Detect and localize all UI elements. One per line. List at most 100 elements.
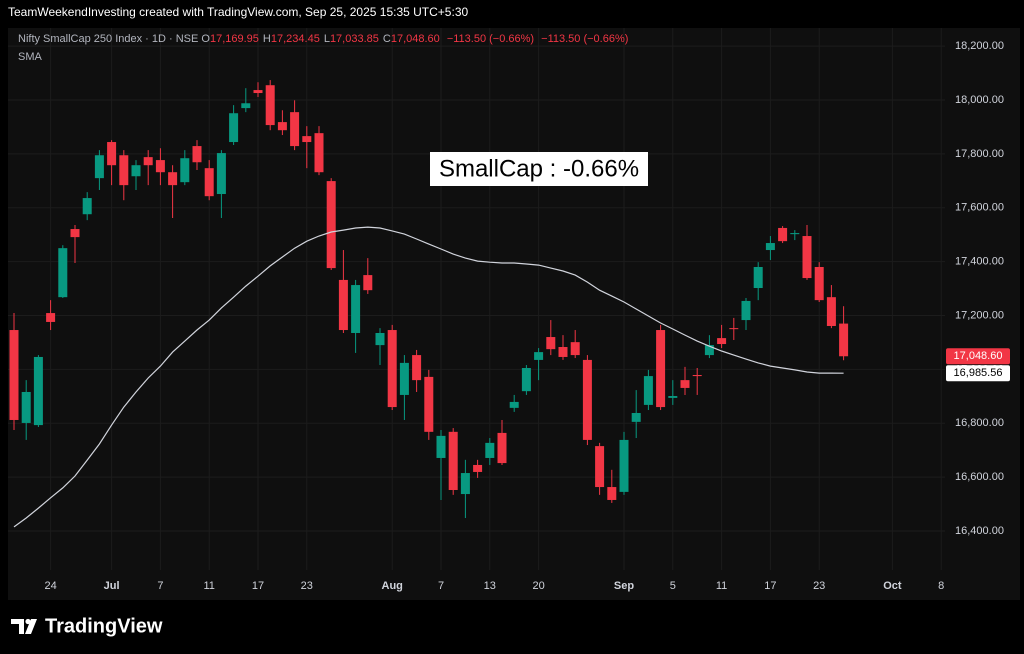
candle-body (680, 380, 690, 388)
y-tick-label: 18,000.00 (955, 94, 1004, 106)
candle-body (656, 330, 666, 408)
candle-body (814, 267, 824, 301)
last-price-label: 17,048.60 (954, 350, 1003, 362)
candle-body (595, 446, 605, 488)
y-tick-label: 18,200.00 (955, 40, 1004, 52)
last-price-box (946, 348, 1010, 365)
candle-body (131, 165, 141, 177)
candle-body (338, 279, 348, 331)
chart-panel (8, 28, 1020, 600)
candle-body (351, 285, 361, 333)
x-tick-label: 17 (252, 580, 264, 592)
legend: Nifty SmallCap 250 Index · 1D · NSE O17,… (18, 33, 632, 45)
sma-line (13, 226, 844, 528)
field-value: 17,048.60 (390, 33, 440, 45)
logo-text: TradingView (45, 615, 163, 637)
candle-body (546, 337, 556, 350)
candle-body (265, 85, 275, 126)
grid (8, 28, 945, 570)
field-value: 17,033.85 (329, 33, 379, 45)
candle-body (253, 90, 263, 94)
y-tick-label: 16,600.00 (955, 471, 1004, 483)
x-tick-label: 20 (532, 580, 544, 592)
x-tick-label: 23 (813, 580, 825, 592)
top-bar (0, 0, 1024, 28)
candle-body (204, 168, 214, 197)
candle-body (643, 376, 653, 405)
field-value: 17,169.95 (209, 33, 259, 45)
candle-body (33, 356, 43, 426)
x-tick-label: 23 (301, 580, 313, 592)
candle-body (436, 435, 446, 458)
candle-body (216, 153, 226, 195)
candle-body (387, 330, 397, 408)
field-key: C (382, 33, 391, 45)
candle-body (778, 227, 788, 242)
x-tick-label: 7 (157, 580, 163, 592)
candle-body (753, 267, 763, 289)
x-tick-label: 8 (938, 580, 944, 592)
x-tick-label: Jul (104, 580, 120, 592)
x-tick-label: 11 (716, 580, 727, 592)
candle-body (473, 464, 483, 472)
y-tick-label: 17,600.00 (955, 202, 1004, 214)
annotation-box (430, 152, 648, 186)
candle-body (826, 297, 836, 326)
candle-body (363, 275, 373, 291)
x-tick-label: 11 (203, 580, 214, 592)
candle-body (668, 396, 678, 398)
indicator-name: SMA (18, 51, 42, 63)
y-tick-label: 17,200.00 (955, 309, 1004, 321)
y-tick-label: 17,400.00 (955, 256, 1004, 268)
field-value: 17,234.45 (270, 33, 320, 45)
candle-body (729, 328, 739, 330)
candle-body (290, 112, 300, 147)
candle-body (399, 362, 409, 395)
change: −113.50 (−0.66%) (541, 33, 629, 45)
x-tick-label: 13 (484, 580, 496, 592)
axes: 16,400.0016,600.0016,800.0017,000.0017,2… (44, 40, 1010, 592)
candle-body (46, 313, 56, 322)
last-value-box (946, 365, 1010, 382)
symbol: Nifty SmallCap 250 Index · 1D · NSE (18, 33, 199, 45)
y-tick-label: 17,800.00 (955, 148, 1004, 160)
candle-body (412, 355, 422, 381)
candle-body (741, 300, 751, 321)
candle-body (534, 352, 544, 360)
x-tick-label: 5 (670, 580, 676, 592)
candle-body (765, 243, 775, 251)
candle-body (82, 198, 92, 215)
x-tick-label: 17 (764, 580, 776, 592)
candle-body (241, 103, 251, 109)
candle-body (9, 330, 19, 420)
y-tick-label: 16,800.00 (955, 417, 1004, 429)
candle-body (314, 133, 324, 173)
field-key: L (323, 33, 330, 45)
candle-body (521, 368, 531, 392)
candle-body (229, 113, 239, 143)
logo-icon (11, 618, 37, 634)
candle-body (375, 332, 385, 346)
header: TeamWeekendInvesting created with Tradin… (8, 5, 468, 19)
candle-body (277, 122, 287, 131)
candle-body (497, 432, 507, 464)
candle-body (168, 172, 178, 186)
last-value-label: 16,985.56 (954, 367, 1003, 379)
annotation: SmallCap : -0.66% (439, 155, 639, 182)
x-tick-label: Aug (382, 580, 403, 592)
candle-body (802, 236, 812, 279)
candle-body (631, 412, 641, 422)
x-tick-label: Sep (614, 580, 634, 592)
x-tick-label: 7 (438, 580, 444, 592)
candle-body (326, 181, 336, 269)
candle-body (155, 160, 165, 173)
change: −113.50 (−0.66%) (446, 33, 535, 45)
candle-body (94, 155, 104, 179)
candle-body (107, 142, 117, 166)
candle-body (192, 146, 202, 163)
candle-body (582, 359, 592, 440)
x-tick-label: Oct (883, 580, 902, 592)
field-key: O (201, 33, 210, 45)
ohlc-fields: O17,169.95 H17,234.45 L17,033.85 C17,048.60 (201, 33, 443, 45)
